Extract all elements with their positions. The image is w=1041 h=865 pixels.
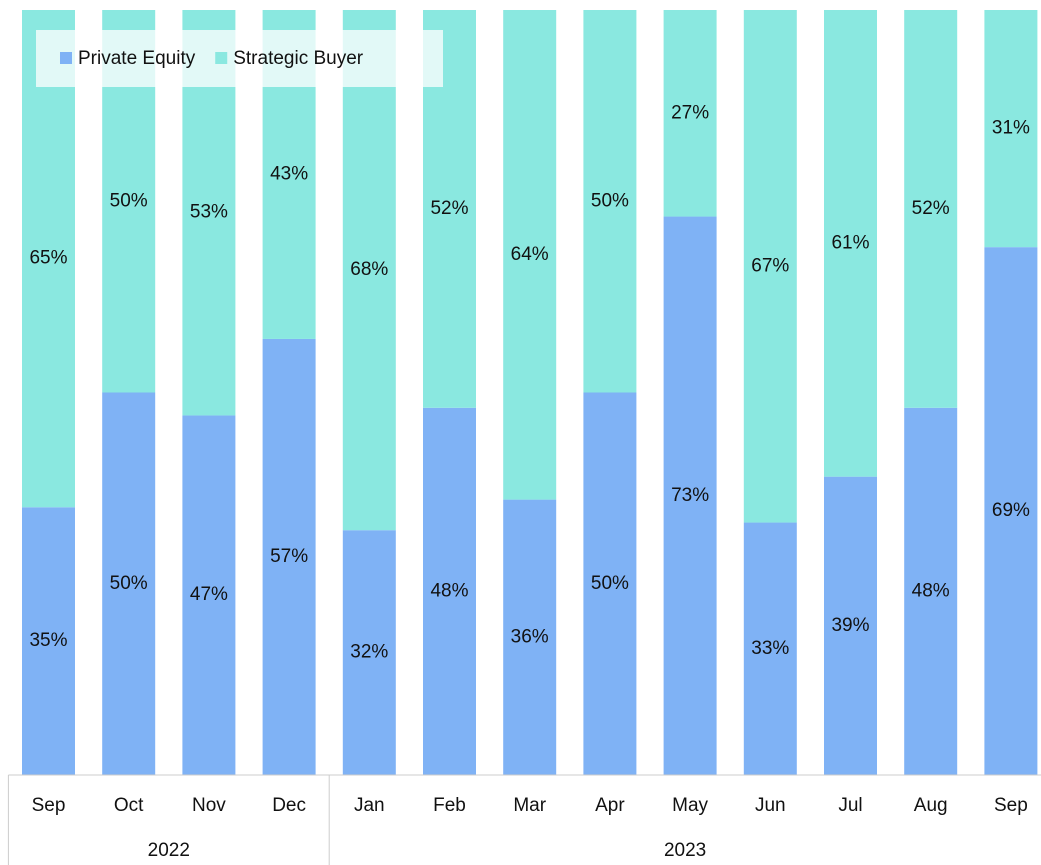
data-label: 43% bbox=[270, 163, 308, 184]
data-label: 48% bbox=[430, 580, 468, 601]
bar-segment bbox=[342, 10, 396, 531]
legend-swatch bbox=[60, 52, 72, 64]
bar-segment bbox=[743, 10, 797, 523]
data-label: 61% bbox=[831, 232, 869, 253]
data-label: 52% bbox=[912, 198, 950, 219]
x-group-label: 2022 bbox=[148, 840, 190, 861]
data-label: 31% bbox=[992, 118, 1030, 139]
bar-segment bbox=[22, 507, 75, 775]
data-label: 48% bbox=[912, 580, 950, 601]
bar-segment bbox=[102, 392, 156, 775]
x-tick-label: May bbox=[672, 795, 708, 816]
data-label: 68% bbox=[350, 259, 388, 280]
bar-segment bbox=[663, 216, 717, 776]
data-label: 57% bbox=[270, 546, 308, 567]
data-label: 50% bbox=[110, 573, 148, 594]
data-label: 47% bbox=[190, 584, 228, 605]
bar-segment bbox=[904, 10, 958, 408]
legend: Private Equity Strategic Buyer bbox=[36, 30, 443, 87]
bar-segment bbox=[663, 10, 717, 217]
bar-segment bbox=[984, 247, 1038, 775]
data-label: 64% bbox=[511, 244, 549, 265]
bar-segment bbox=[342, 530, 396, 775]
bar-segment bbox=[22, 10, 75, 508]
x-tick-label: Aug bbox=[914, 795, 948, 816]
data-label: 39% bbox=[831, 615, 869, 636]
data-label: 69% bbox=[992, 500, 1030, 521]
bar-segment bbox=[824, 10, 877, 477]
bar-segment bbox=[583, 10, 637, 393]
data-label: 50% bbox=[110, 190, 148, 211]
x-group-label: 2023 bbox=[664, 840, 706, 861]
bar-segment bbox=[423, 407, 476, 775]
data-label: 32% bbox=[350, 642, 388, 663]
bar-segment bbox=[984, 10, 1038, 248]
legend-label: Private Equity bbox=[78, 48, 196, 69]
bar-segment bbox=[904, 407, 958, 775]
data-label: 33% bbox=[751, 638, 789, 659]
x-tick-label: Jul bbox=[838, 795, 862, 816]
bar-segment bbox=[503, 10, 557, 500]
bar-segment bbox=[583, 392, 637, 775]
bar-segment bbox=[262, 338, 316, 775]
x-tick-label: Mar bbox=[513, 795, 546, 816]
x-tick-label: Jun bbox=[755, 795, 786, 816]
x-tick-label: Feb bbox=[433, 795, 466, 816]
data-label: 65% bbox=[29, 248, 67, 269]
bar-segment bbox=[743, 522, 797, 775]
data-label: 50% bbox=[591, 573, 629, 594]
bar-segment bbox=[824, 476, 877, 775]
data-label: 27% bbox=[671, 102, 709, 123]
data-label: 52% bbox=[430, 198, 468, 219]
x-tick-label: Sep bbox=[32, 795, 66, 816]
x-tick-label: Apr bbox=[595, 795, 625, 816]
legend-box bbox=[36, 30, 443, 87]
x-tick-label: Sep bbox=[994, 795, 1028, 816]
data-label: 67% bbox=[751, 255, 789, 276]
data-label: 36% bbox=[511, 626, 549, 647]
x-tick-label: Jan bbox=[354, 795, 385, 816]
bar-segment bbox=[182, 415, 236, 775]
data-label: 53% bbox=[190, 202, 228, 223]
data-label: 35% bbox=[29, 630, 67, 651]
x-tick-label: Nov bbox=[192, 795, 226, 816]
legend-label: Strategic Buyer bbox=[233, 48, 364, 69]
data-label: 73% bbox=[671, 485, 709, 506]
x-tick-label: Oct bbox=[114, 795, 144, 816]
x-tick-label: Dec bbox=[272, 795, 306, 816]
bar-segment bbox=[503, 499, 557, 775]
legend-swatch bbox=[215, 52, 228, 64]
data-label: 50% bbox=[591, 190, 629, 211]
